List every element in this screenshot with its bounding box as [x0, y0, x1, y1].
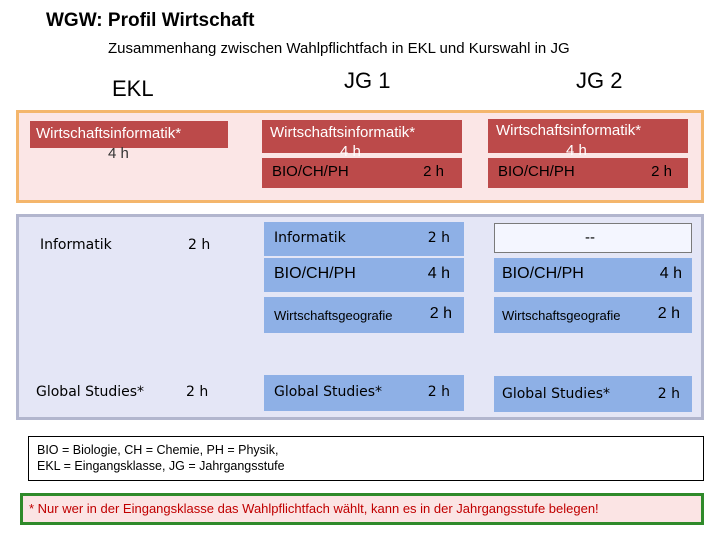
jg1-wirtschaftsinformatik-box: Wirtschaftsinformatik* — [262, 120, 462, 153]
ekl-global-studies-hours: 2 h — [186, 384, 209, 400]
jg2-bio-ch-ph-hours: 4 h — [659, 265, 682, 282]
jg1-global-studies-box: Global Studies* 2 h — [264, 375, 464, 411]
jg2-wi-subject: Wirtschaftsinformatik* — [496, 122, 642, 139]
jg2-global-studies-box: Global Studies* 2 h — [494, 376, 692, 412]
jg1-bio-box: BIO/CH/PH 2 h — [262, 158, 462, 188]
ekl-wi-hours: 4 h — [108, 145, 129, 162]
jg1-bio-ch-ph-box: BIO/CH/PH 4 h — [264, 258, 464, 292]
jg2-bio-box: BIO/CH/PH 2 h — [488, 158, 688, 188]
abbreviation-legend: BIO = Biologie, CH = Chemie, PH = Physik… — [28, 436, 704, 481]
jg1-global-studies-subject: Global Studies* — [274, 384, 383, 400]
jg2-bio-hours: 2 h — [651, 163, 672, 180]
column-header-jg1: JG 1 — [344, 68, 391, 93]
page-title: WGW: Profil Wirtschaft — [46, 10, 255, 31]
jg1-wi-subject: Wirtschaftsinformatik* — [270, 124, 416, 141]
jg2-global-studies-hours: 2 h — [657, 386, 680, 402]
jg1-bio-hours: 2 h — [423, 163, 444, 180]
jg1-bio-ch-ph-hours: 4 h — [427, 265, 450, 282]
jg1-wi-hours: 4 h — [340, 143, 361, 160]
ekl-wirtschaftsinformatik-box: Wirtschaftsinformatik* — [30, 121, 228, 148]
jg1-informatik-box: Informatik 2 h — [264, 222, 464, 256]
ekl-informatik-hours: 2 h — [188, 237, 211, 253]
jg1-informatik-subject: Informatik — [274, 230, 346, 246]
requirement-note: * Nur wer in der Eingangsklasse das Wahl… — [20, 493, 704, 525]
jg1-bio-ch-ph-subject: BIO/CH/PH — [274, 265, 356, 282]
jg2-wi-hours: 4 h — [566, 142, 587, 159]
jg1-wirtschaftsgeografie-hours: 2 h — [429, 305, 452, 322]
jg2-none-subject: -- — [585, 229, 595, 246]
page-subtitle: Zusammenhang zwischen Wahlpflichtfach in… — [108, 40, 570, 57]
jg2-bio-ch-ph-box: BIO/CH/PH 4 h — [494, 258, 692, 292]
jg2-wirtschaftsgeografie-subject: Wirtschaftsgeografie — [502, 308, 621, 323]
column-header-jg2: JG 2 — [576, 68, 623, 93]
jg1-bio-subject: BIO/CH/PH — [272, 163, 349, 180]
column-header-ekl: EKL — [112, 76, 154, 101]
abbreviation-line-1: BIO = Biologie, CH = Chemie, PH = Physik… — [37, 443, 279, 457]
jg1-wirtschaftsgeografie-box: Wirtschaftsgeografie 2 h — [264, 297, 464, 333]
jg2-bio-ch-ph-subject: BIO/CH/PH — [502, 265, 584, 282]
jg1-informatik-hours: 2 h — [427, 230, 450, 246]
abbreviation-line-2: EKL = Eingangsklasse, JG = Jahrgangsstuf… — [37, 459, 285, 473]
ekl-wi-subject: Wirtschaftsinformatik* — [36, 125, 182, 142]
jg2-bio-subject: BIO/CH/PH — [498, 163, 575, 180]
jg1-wirtschaftsgeografie-subject: Wirtschaftsgeografie — [274, 308, 393, 323]
jg1-global-studies-hours: 2 h — [427, 384, 450, 400]
jg2-none-box: -- — [494, 223, 692, 253]
jg2-wirtschaftsinformatik-box: Wirtschaftsinformatik* — [488, 119, 688, 153]
jg2-global-studies-subject: Global Studies* — [502, 386, 611, 402]
jg2-wirtschaftsgeografie-hours: 2 h — [657, 305, 680, 322]
ekl-informatik-subject: Informatik — [40, 237, 112, 253]
jg2-wirtschaftsgeografie-box: Wirtschaftsgeografie 2 h — [494, 297, 692, 333]
ekl-global-studies-subject: Global Studies* — [36, 384, 145, 400]
